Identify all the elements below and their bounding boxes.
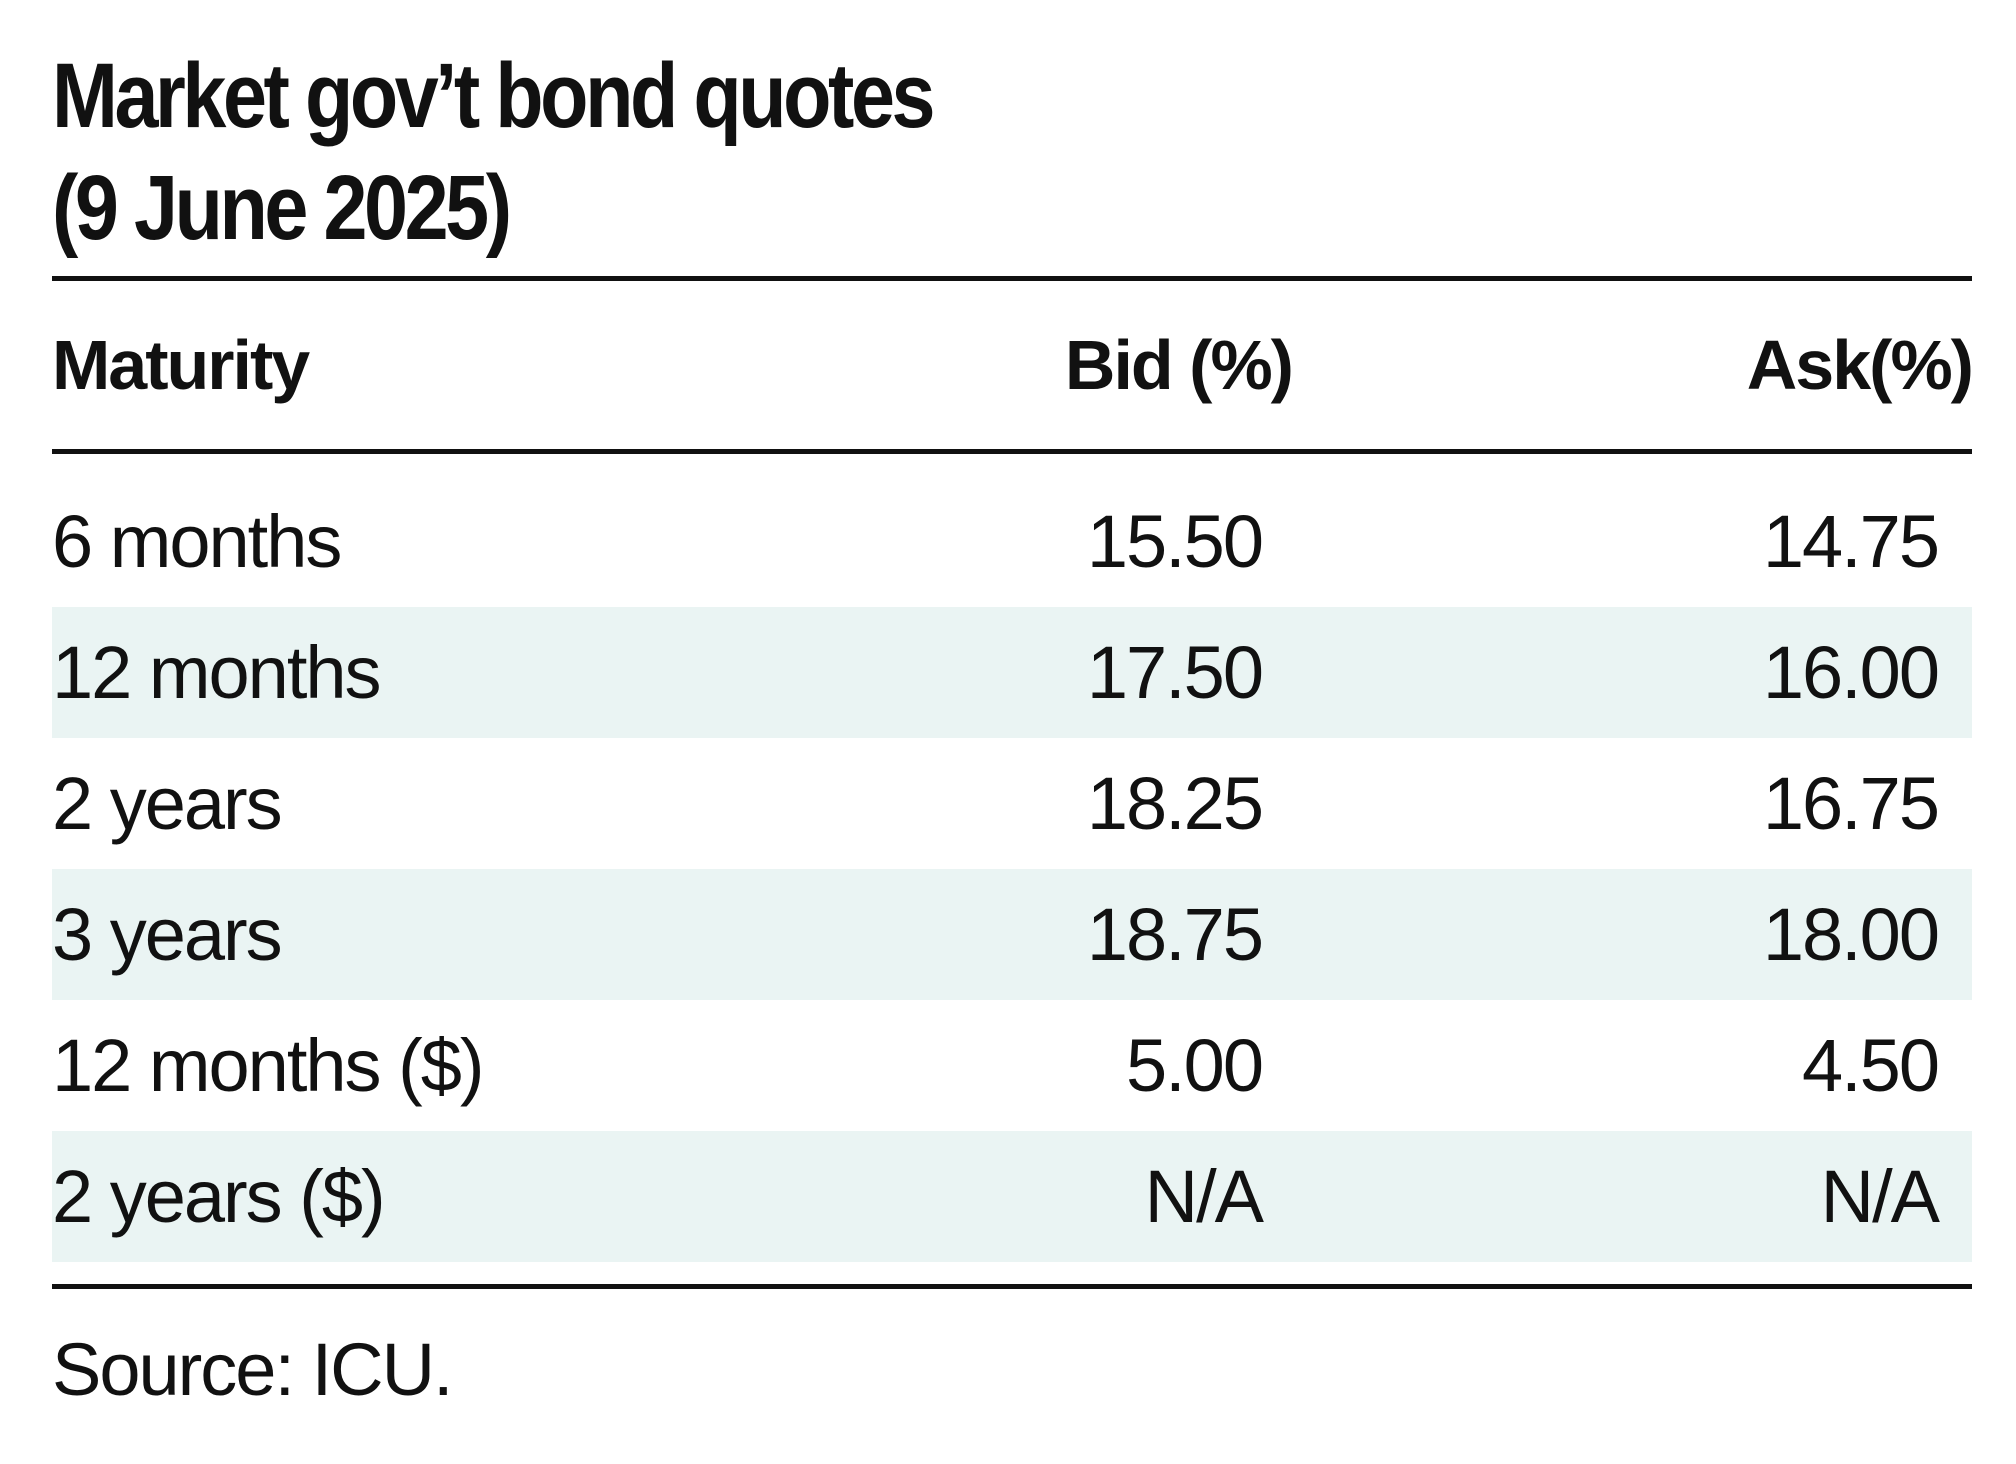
cell-bid: 18.75 [1086,893,1264,976]
cell-maturity: 2 years ($) [52,1155,386,1238]
cell-bid: 15.50 [1086,500,1264,583]
cell-ask: N/A [1820,1155,1940,1238]
table-figure: Market gov’t bond quotes (9 June 2025) M… [52,40,1974,1412]
cell-bid: N/A [1144,1155,1264,1238]
header-maturity: Maturity [52,326,310,404]
cell-ask: 4.50 [1801,1024,1940,1107]
table-row: 3 years 18.75 18.00 [52,869,1972,1000]
cell-maturity: 6 months [52,500,342,583]
table-row: 2 years 18.25 16.75 [52,738,1972,869]
source-note: Source: ICU. [52,1328,454,1411]
top-rule [52,276,1972,281]
bond-quotes-table: Maturity Bid (%) Ask(%) 6 months 15.50 1… [52,281,1974,1262]
bottom-rule [52,1284,1972,1289]
cell-ask: 16.75 [1762,762,1940,845]
table-title: Market gov’t bond quotes (9 June 2025) [52,40,1703,264]
cell-maturity: 12 months ($) [52,1024,485,1107]
table-row: 12 months ($) 5.00 4.50 [52,1000,1972,1131]
cell-bid: 17.50 [1086,631,1264,714]
cell-bid: 5.00 [1125,1024,1264,1107]
cell-bid: 18.25 [1086,762,1264,845]
cell-ask: 16.00 [1762,631,1940,714]
header-spacer [52,454,1972,476]
title-line-2: (9 June 2025) [52,157,512,259]
header-bid: Bid (%) [1064,326,1294,404]
table-row: 12 months 17.50 16.00 [52,607,1972,738]
cell-ask: 18.00 [1762,893,1940,976]
title-line-1: Market gov’t bond quotes [52,45,936,147]
table-header-row: Maturity Bid (%) Ask(%) [52,281,1974,454]
cell-maturity: 2 years [52,762,283,845]
table-row: 2 years ($) N/A N/A [52,1131,1972,1262]
cell-maturity: 3 years [52,893,283,976]
cell-ask: 14.75 [1762,500,1940,583]
header-ask: Ask(%) [1746,326,1974,404]
cell-maturity: 12 months [52,631,382,714]
table-row: 6 months 15.50 14.75 [52,476,1972,607]
